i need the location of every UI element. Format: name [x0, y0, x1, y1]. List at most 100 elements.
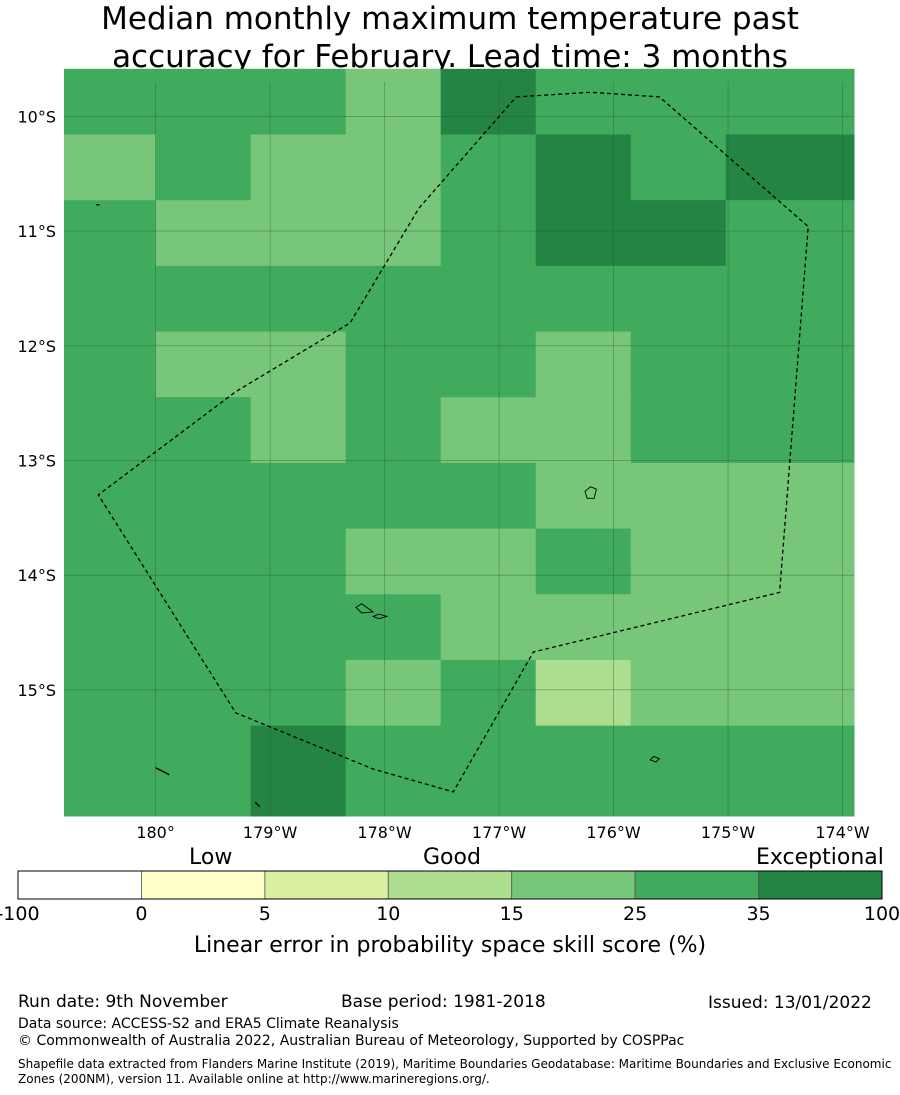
colorbar-tick-label: 0	[135, 903, 147, 925]
grid-cell	[250, 134, 347, 201]
grid-cell	[64, 725, 157, 817]
lat-label: 13°S	[17, 451, 56, 470]
eez-boundary	[97, 91, 809, 793]
grid-cell	[345, 200, 442, 267]
grid-cell	[630, 397, 727, 464]
grid-cell	[64, 200, 157, 267]
lon-label: 176°W	[586, 823, 641, 842]
island-outline	[355, 603, 375, 614]
islet-mark	[155, 767, 170, 776]
grid-cell	[440, 594, 537, 661]
grid-cell	[64, 331, 157, 398]
colorbar-tick-label: 15	[500, 903, 524, 925]
grid-cell	[630, 134, 727, 201]
grid-cell	[725, 659, 855, 727]
grid-cell	[64, 659, 157, 727]
grid-cell	[250, 397, 347, 464]
grid-cell	[440, 462, 537, 530]
grid-cell	[250, 68, 347, 135]
map-title: Median monthly maximum temperature past …	[0, 0, 900, 76]
grid-cell	[345, 397, 442, 464]
grid-cell	[64, 68, 157, 135]
grid-cell	[64, 265, 157, 333]
grid-cell	[250, 462, 347, 530]
grid-cell	[250, 659, 347, 727]
axis-labels: 10°S 11°S 12°S 13°S 14°S 15°S 180° 179°W 178°W 17…	[17, 107, 869, 842]
grid-cell	[250, 594, 347, 661]
island-outline	[371, 613, 389, 620]
colorbar-bin	[511, 870, 636, 900]
colorbar-bin	[758, 870, 883, 900]
colorbar-bin	[141, 870, 266, 900]
graticule	[64, 82, 854, 816]
legend-label-exceptional: Exceptional	[756, 845, 884, 870]
grid-cell	[725, 594, 855, 661]
lon-label: 177°W	[472, 823, 527, 842]
coastlines	[96, 203, 661, 808]
grid-cell	[155, 200, 252, 267]
lon-label: 179°W	[243, 823, 298, 842]
lon-label: 180°	[136, 823, 175, 842]
grid-cell	[345, 594, 442, 661]
grid-cell	[64, 134, 157, 201]
colorbar-tick-label: 35	[746, 903, 770, 925]
colorbar-ticks: -100 0 5 10 15 25 35 100	[0, 903, 900, 925]
grid-cell	[345, 725, 442, 817]
grid-cell	[155, 397, 252, 464]
grid-cell	[725, 265, 855, 333]
grid-cell	[630, 68, 727, 135]
grid-cell	[155, 659, 252, 727]
grid-cell	[440, 397, 537, 464]
grid-cell	[155, 594, 252, 661]
grid-cell	[155, 462, 252, 530]
grid-cell	[725, 462, 855, 530]
colorbar-bin	[634, 870, 759, 900]
colorbar-tick-label: -100	[0, 903, 40, 925]
colorbar-tick-label: 100	[864, 903, 900, 925]
lat-label: 14°S	[17, 566, 56, 585]
shapefile-note: Shapefile data extracted from Flanders M…	[18, 1057, 892, 1086]
grid-cell	[345, 134, 442, 201]
colorbar-tick-label: 10	[376, 903, 400, 925]
data-source: Data source: ACCESS-S2 and ERA5 Climate …	[18, 1016, 399, 1032]
lat-label: 11°S	[17, 222, 56, 241]
lat-label: 15°S	[17, 681, 56, 700]
run-date: Run date: 9th November	[18, 992, 228, 1012]
grid-cell	[535, 331, 632, 398]
grid-cell	[155, 528, 252, 595]
lon-label: 174°W	[815, 823, 870, 842]
grid-cell	[535, 200, 632, 267]
grid-cell	[345, 462, 442, 530]
colorbar-bin	[264, 870, 389, 900]
grid-cell	[64, 594, 157, 661]
grid-cell	[64, 528, 157, 595]
grid-cell	[155, 331, 252, 398]
islet-mark	[254, 801, 261, 808]
grid-cell	[345, 68, 442, 135]
title-line-1: Median monthly maximum temperature past	[101, 1, 799, 37]
grid-cell	[64, 397, 157, 464]
grid-cell	[630, 528, 727, 595]
grid-cell	[64, 462, 157, 530]
colorbar-outline	[17, 870, 883, 900]
grid-cell	[440, 528, 537, 595]
grid-cell	[155, 725, 252, 817]
grid-cell	[440, 659, 537, 727]
colorbar-title: Linear error in probability space skill …	[193, 933, 707, 958]
grid-cell	[345, 659, 442, 727]
grid-cell	[630, 462, 727, 530]
grid-cell	[250, 331, 347, 398]
grid-cell	[535, 265, 632, 333]
copyright: © Commonwealth of Australia 2022, Austra…	[18, 1033, 685, 1049]
grid-cell	[725, 331, 855, 398]
grid-cell	[535, 462, 632, 530]
grid-cell	[535, 397, 632, 464]
grid-cell	[535, 725, 632, 817]
grid-cell	[440, 134, 537, 201]
grid-cell	[725, 725, 855, 817]
lat-label: 10°S	[17, 107, 56, 126]
grid-cell	[630, 200, 727, 267]
grid-cell	[725, 68, 855, 135]
grid-cell	[535, 659, 632, 727]
